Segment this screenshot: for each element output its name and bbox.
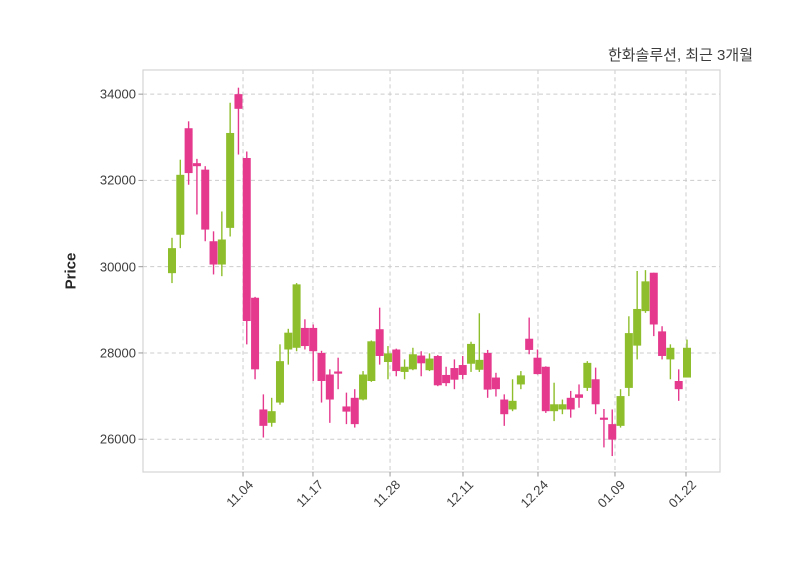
candle-body xyxy=(325,374,334,400)
candle-body xyxy=(550,404,559,412)
candle-body xyxy=(683,347,691,378)
candle-body xyxy=(350,397,359,425)
y-tick-label: 34000 xyxy=(99,86,136,102)
y-tick-label: 30000 xyxy=(99,259,136,275)
candle-body xyxy=(500,399,509,415)
candle-body xyxy=(674,380,683,390)
candle-body xyxy=(633,308,642,346)
candle-body xyxy=(267,411,276,423)
candle-body xyxy=(467,343,476,364)
candle-body xyxy=(383,353,392,363)
candle-body xyxy=(217,239,226,265)
candle-body xyxy=(666,347,675,360)
candle-body xyxy=(541,366,550,412)
candle-body xyxy=(641,281,650,312)
candle-body xyxy=(209,241,218,265)
candle-body xyxy=(624,333,633,388)
candle-body xyxy=(483,352,492,390)
candle-body xyxy=(184,128,193,174)
candle-body xyxy=(367,341,376,381)
axes-spine xyxy=(142,69,721,473)
candle-body xyxy=(400,366,409,372)
candle-body xyxy=(508,400,517,410)
candle-body xyxy=(317,352,326,381)
candle-body xyxy=(417,355,426,364)
candle-body xyxy=(300,327,309,347)
candle-body xyxy=(608,424,617,440)
candle-body xyxy=(575,394,584,398)
candle-body xyxy=(309,327,318,352)
candle-body xyxy=(292,284,301,348)
candle-body xyxy=(359,374,368,400)
candle-body xyxy=(658,331,667,356)
candle-body xyxy=(450,368,459,380)
candle-body xyxy=(491,377,500,390)
candle-body xyxy=(201,169,210,230)
candle-body xyxy=(433,355,442,386)
y-tick-label: 28000 xyxy=(99,345,136,361)
candle-body xyxy=(408,354,417,370)
candle-body xyxy=(458,365,467,375)
candle-body xyxy=(533,357,542,375)
chart-title: 한화솔루션, 최근 3개월 xyxy=(607,47,753,64)
candle-body xyxy=(566,397,575,410)
candle-body xyxy=(251,297,260,370)
candle-body xyxy=(192,163,201,167)
candle-body xyxy=(475,359,484,370)
candle-body xyxy=(616,396,625,426)
candle-body xyxy=(284,332,293,350)
candle-body xyxy=(591,379,600,405)
candle-body xyxy=(649,272,658,325)
candle-body xyxy=(259,409,268,426)
candle-body xyxy=(334,371,343,374)
candle-body xyxy=(599,417,608,420)
candle-body xyxy=(275,361,284,403)
candle-body xyxy=(375,329,384,356)
candle-body xyxy=(442,374,451,384)
candle-body xyxy=(168,248,176,274)
candle-body xyxy=(583,362,592,388)
candle-body xyxy=(342,406,351,412)
y-tick-label: 26000 xyxy=(99,431,136,447)
candle-body xyxy=(392,349,401,372)
candle-body xyxy=(558,404,567,410)
candle-body xyxy=(226,132,235,228)
candle-body xyxy=(242,157,251,322)
candle-body xyxy=(176,174,185,235)
candle-body xyxy=(525,338,534,350)
candle-body xyxy=(234,94,243,109)
y-tick-label: 32000 xyxy=(99,172,136,188)
candle-body xyxy=(425,358,434,371)
candle-body xyxy=(516,375,525,385)
